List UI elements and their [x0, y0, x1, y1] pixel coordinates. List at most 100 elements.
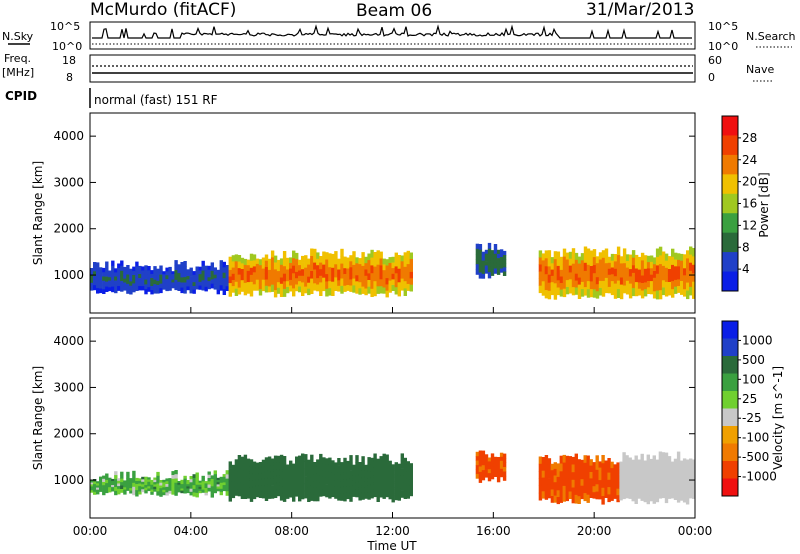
echo-cell — [328, 477, 332, 486]
echo-cell — [292, 488, 296, 496]
echo-cell — [216, 484, 220, 487]
echo-cell — [243, 454, 248, 463]
echo-cell — [394, 273, 398, 281]
echo-cell — [601, 455, 605, 464]
echo-cell — [478, 266, 483, 273]
echo-cell — [255, 468, 260, 475]
echo-cell — [502, 467, 507, 472]
echo-cell — [358, 264, 362, 271]
echo-cell — [222, 267, 226, 274]
echo-cell — [574, 287, 579, 295]
echo-cell — [228, 289, 232, 297]
echo-cell — [165, 283, 169, 288]
echo-cell — [183, 478, 187, 482]
echo-cell — [174, 274, 178, 281]
echo-cell — [385, 454, 389, 462]
echo-cell — [319, 256, 323, 263]
colorbar-swatch — [722, 478, 738, 497]
echo-cell — [574, 461, 578, 471]
echo-cell — [346, 486, 350, 493]
echo-cell — [120, 485, 124, 490]
colorbar-tick-label: 8 — [742, 240, 750, 254]
echo-cell — [114, 490, 118, 496]
echo-cell — [249, 487, 254, 495]
echo-cell — [93, 484, 97, 488]
echo-cell — [313, 468, 317, 476]
echo-cell — [478, 249, 483, 256]
echo-cell — [379, 258, 383, 266]
echo-cell — [304, 476, 308, 484]
echo-cell — [126, 283, 130, 289]
echo-cell — [144, 274, 148, 280]
echo-cell — [487, 461, 492, 466]
echo-cell — [397, 282, 401, 290]
echo-cell — [355, 462, 359, 470]
echo-cell — [316, 252, 320, 260]
echo-cell — [355, 489, 359, 498]
echo-cell — [216, 480, 220, 483]
echo-cell — [225, 282, 229, 287]
echo-cell — [499, 460, 504, 466]
echo-cell — [388, 274, 392, 281]
echo-cell — [258, 479, 263, 487]
echo-cell — [162, 280, 166, 284]
echo-cell — [391, 285, 395, 291]
colorbar-swatch — [722, 135, 738, 156]
echo-cell — [637, 459, 641, 467]
echo-cell — [403, 491, 407, 499]
echo-cell — [646, 274, 651, 282]
echo-cell — [490, 271, 495, 276]
echo-cell — [689, 246, 693, 255]
echo-cell — [186, 486, 190, 489]
velocity-ylabel: Slant Range [km] — [31, 366, 45, 470]
echo-cell — [631, 265, 636, 274]
echo-cell — [385, 290, 389, 298]
echo-cell — [493, 268, 498, 274]
echo-cell — [105, 276, 109, 282]
echo-cell — [108, 484, 112, 488]
echo-cell — [397, 494, 401, 501]
echo-cell — [683, 261, 687, 269]
echo-cell — [568, 456, 572, 464]
echo-cell — [231, 464, 236, 471]
nave-label: Nave — [746, 63, 774, 76]
echo-cell — [219, 275, 223, 281]
freq-label-line2: [MHz] — [2, 66, 34, 79]
echo-cell — [141, 489, 145, 493]
echo-cell — [394, 487, 398, 494]
echo-cell — [574, 252, 579, 261]
echo-cell — [195, 480, 199, 486]
echo-cell — [240, 470, 245, 479]
echo-cell — [108, 489, 112, 493]
echo-cell — [643, 282, 648, 290]
echo-cell — [692, 459, 696, 467]
colorbar-tick-label: 25 — [742, 392, 757, 406]
echo-cell — [249, 494, 254, 502]
echo-cell — [385, 278, 389, 285]
echo-cell — [637, 263, 642, 271]
echo-cell — [96, 489, 100, 493]
freq-tick-bottom: 8 — [66, 71, 73, 84]
echo-cell — [225, 487, 229, 492]
echo-cell — [162, 489, 166, 493]
echo-cell — [649, 458, 653, 467]
echo-cell — [346, 268, 350, 275]
echo-cell — [397, 275, 401, 283]
echo-cell — [93, 481, 97, 485]
echo-cell — [568, 491, 572, 499]
echo-cell — [655, 257, 660, 266]
echo-cell — [361, 252, 365, 260]
echo-cell — [631, 473, 635, 481]
echo-cell — [406, 277, 410, 285]
echo-cell — [180, 277, 184, 283]
echo-cell — [210, 475, 214, 480]
echo-cell — [358, 282, 362, 289]
echo-cell — [379, 251, 383, 259]
echo-cell — [487, 266, 492, 273]
echo-cell — [123, 266, 127, 272]
echo-cell — [622, 278, 627, 286]
echo-cell — [683, 282, 687, 290]
echo-cell — [153, 279, 157, 285]
echo-cell — [388, 286, 392, 293]
echo-cell — [298, 281, 302, 287]
